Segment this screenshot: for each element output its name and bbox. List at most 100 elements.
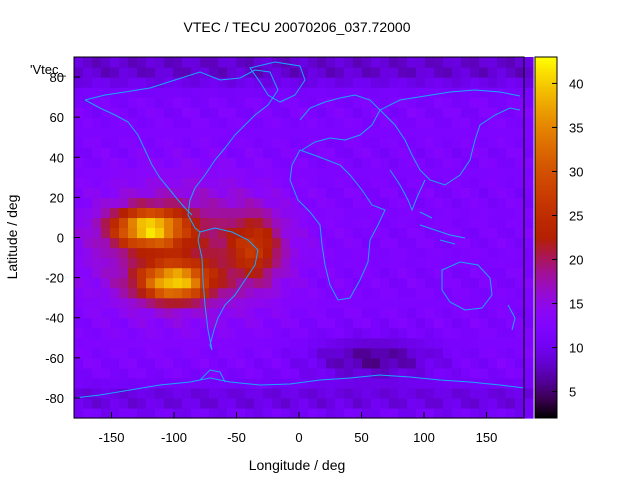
heatmap-cell — [470, 77, 480, 88]
heatmap-cell — [479, 247, 489, 259]
heatmap-cell — [101, 257, 111, 269]
heatmap-cell — [146, 137, 156, 148]
heatmap-cell — [416, 277, 426, 289]
heatmap-cell — [479, 147, 489, 158]
heatmap-cell — [263, 297, 273, 309]
heatmap-cell — [263, 357, 273, 369]
heatmap-cell — [281, 317, 291, 329]
heatmap-cell — [218, 357, 228, 369]
heatmap-cell — [137, 67, 147, 78]
heatmap-cell — [191, 297, 201, 309]
heatmap-cell — [164, 177, 174, 188]
heatmap-cell — [128, 317, 138, 329]
heatmap-cell — [380, 327, 390, 339]
heatmap-cell — [344, 307, 354, 319]
heatmap-cell — [110, 277, 120, 289]
heatmap-cell — [479, 167, 489, 178]
heatmap-cell — [452, 377, 462, 389]
heatmap-cell — [524, 87, 534, 98]
heatmap-cell — [452, 127, 462, 138]
heatmap-cell — [263, 67, 273, 78]
heatmap-cell — [218, 247, 228, 259]
heatmap-cell — [470, 247, 480, 259]
coastline-asia — [379, 89, 521, 186]
heatmap-cell — [353, 147, 363, 158]
heatmap-cell — [380, 377, 390, 389]
heatmap-cell — [290, 307, 300, 319]
heatmap-cell — [479, 207, 489, 219]
heatmap-cell — [497, 347, 507, 359]
heatmap-cell — [380, 217, 390, 229]
heatmap-cell — [497, 387, 507, 399]
heatmap-cell — [164, 67, 174, 78]
heatmap-cell — [380, 167, 390, 178]
heatmap-cell — [146, 77, 156, 88]
heatmap-cell — [137, 287, 147, 299]
heatmap-cell — [506, 307, 516, 319]
heatmap-cell — [434, 67, 444, 78]
heatmap-cell — [83, 307, 93, 319]
heatmap-cell — [416, 407, 426, 419]
heatmap-cell — [398, 297, 408, 309]
heatmap-cell — [452, 307, 462, 319]
heatmap-cell — [479, 97, 489, 108]
heatmap-cell — [164, 307, 174, 319]
heatmap-cell — [362, 97, 372, 108]
heatmap-cell — [155, 107, 165, 118]
heatmap-cell — [506, 217, 516, 229]
heatmap-cell — [299, 187, 309, 198]
heatmap-cell — [344, 67, 354, 78]
heatmap-cell — [83, 107, 93, 118]
x-tick-label: 100 — [413, 430, 435, 445]
heatmap-cell — [101, 297, 111, 309]
heatmap-cell — [488, 307, 498, 319]
heatmap-cell — [110, 157, 120, 168]
heatmap-cell — [470, 297, 480, 309]
heatmap-cell — [362, 407, 372, 419]
heatmap-cell — [479, 197, 489, 209]
heatmap-cell — [92, 147, 102, 158]
heatmap-cell — [200, 397, 210, 409]
heatmap-cell — [182, 377, 192, 389]
heatmap-cell — [146, 167, 156, 178]
heatmap-cell — [236, 277, 246, 289]
y-tick-label: -80 — [45, 391, 64, 406]
heatmap-cell — [281, 197, 291, 209]
heatmap-cell — [443, 317, 453, 329]
heatmap-cell — [155, 347, 165, 359]
heatmap-cell — [326, 87, 336, 98]
heatmap-cell — [299, 227, 309, 239]
heatmap-cell — [101, 377, 111, 389]
heatmap-cell — [83, 157, 93, 168]
heatmap-cell — [443, 297, 453, 309]
heatmap-cell — [263, 77, 273, 88]
heatmap-cell — [353, 87, 363, 98]
heatmap-cell — [425, 137, 435, 148]
heatmap-cell — [101, 277, 111, 289]
heatmap-cell — [308, 207, 318, 219]
heatmap-cell — [119, 317, 129, 329]
heatmap-cell — [290, 197, 300, 209]
heatmap-cell — [272, 177, 282, 188]
heatmap-cell — [335, 207, 345, 219]
heatmap-cell — [362, 337, 372, 349]
heatmap-cell — [74, 277, 84, 289]
heatmap-cell — [146, 387, 156, 399]
heatmap-cell — [182, 257, 192, 269]
heatmap-cell — [353, 357, 363, 369]
heatmap-cell — [155, 217, 165, 229]
heatmap-cell — [164, 317, 174, 329]
heatmap-cell — [488, 367, 498, 379]
heatmap-cell — [83, 207, 93, 219]
heatmap-cell — [443, 397, 453, 409]
heatmap-cell — [137, 357, 147, 369]
heatmap-cell — [137, 267, 147, 279]
heatmap-cell — [308, 337, 318, 349]
heatmap-cell — [389, 337, 399, 349]
heatmap-cell — [227, 187, 237, 198]
heatmap-cell — [389, 287, 399, 299]
heatmap-cell — [92, 267, 102, 279]
heatmap-cell — [74, 367, 84, 379]
heatmap-cell — [443, 257, 453, 269]
heatmap-cell — [524, 97, 534, 108]
